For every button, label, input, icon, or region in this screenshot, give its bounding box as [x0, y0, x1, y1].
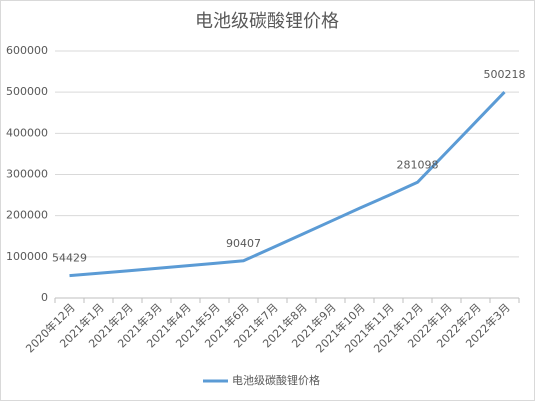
y-tick-label: 300000 — [6, 168, 48, 181]
data-label: 500218 — [484, 68, 526, 81]
y-tick-label: 400000 — [6, 126, 48, 139]
data-line — [69, 91, 506, 278]
y-tick-label: 200000 — [6, 209, 48, 222]
data-label: 54429 — [52, 252, 87, 265]
legend-label: 电池级碳酸锂价格 — [232, 373, 320, 387]
data-label: 281098 — [397, 158, 439, 171]
data-label: 90407 — [226, 237, 261, 250]
y-tick-label: 500000 — [6, 85, 48, 98]
y-tick-label: 600000 — [6, 44, 48, 57]
y-tick-label: 0 — [41, 291, 48, 304]
y-tick-label: 100000 — [6, 250, 48, 263]
chart-title: 电池级碳酸锂价格 — [195, 11, 339, 32]
